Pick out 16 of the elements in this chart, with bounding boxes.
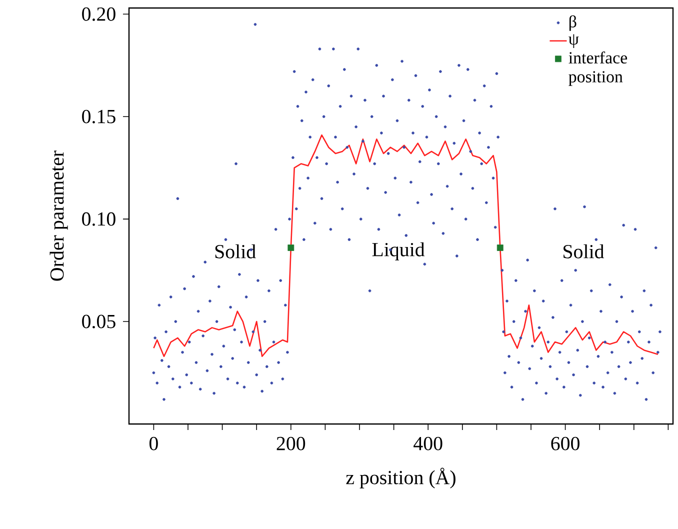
legend-label: ψ (568, 34, 579, 48)
y-tick-label: 0.05 (82, 314, 116, 328)
x-tick-label: 400 (414, 436, 442, 450)
x-tick-label: 600 (551, 436, 580, 450)
annotation: Solid (215, 244, 256, 258)
annotation: Liquid (372, 242, 425, 260)
legend-label: β (569, 15, 576, 31)
x-tick-label: 200 (276, 436, 306, 450)
annotation: Solid (564, 244, 604, 258)
x-axis-title: z position (Å) (346, 468, 456, 488)
y-tick-label: 0.10 (82, 212, 116, 226)
x-tick-label: 0 (149, 436, 158, 450)
y-tick-label: 0.20 (82, 7, 116, 21)
legend-label: interface position (568, 51, 628, 86)
y-tick-label: 0.15 (82, 110, 116, 124)
y-axis-title: Order parameter (50, 150, 68, 281)
